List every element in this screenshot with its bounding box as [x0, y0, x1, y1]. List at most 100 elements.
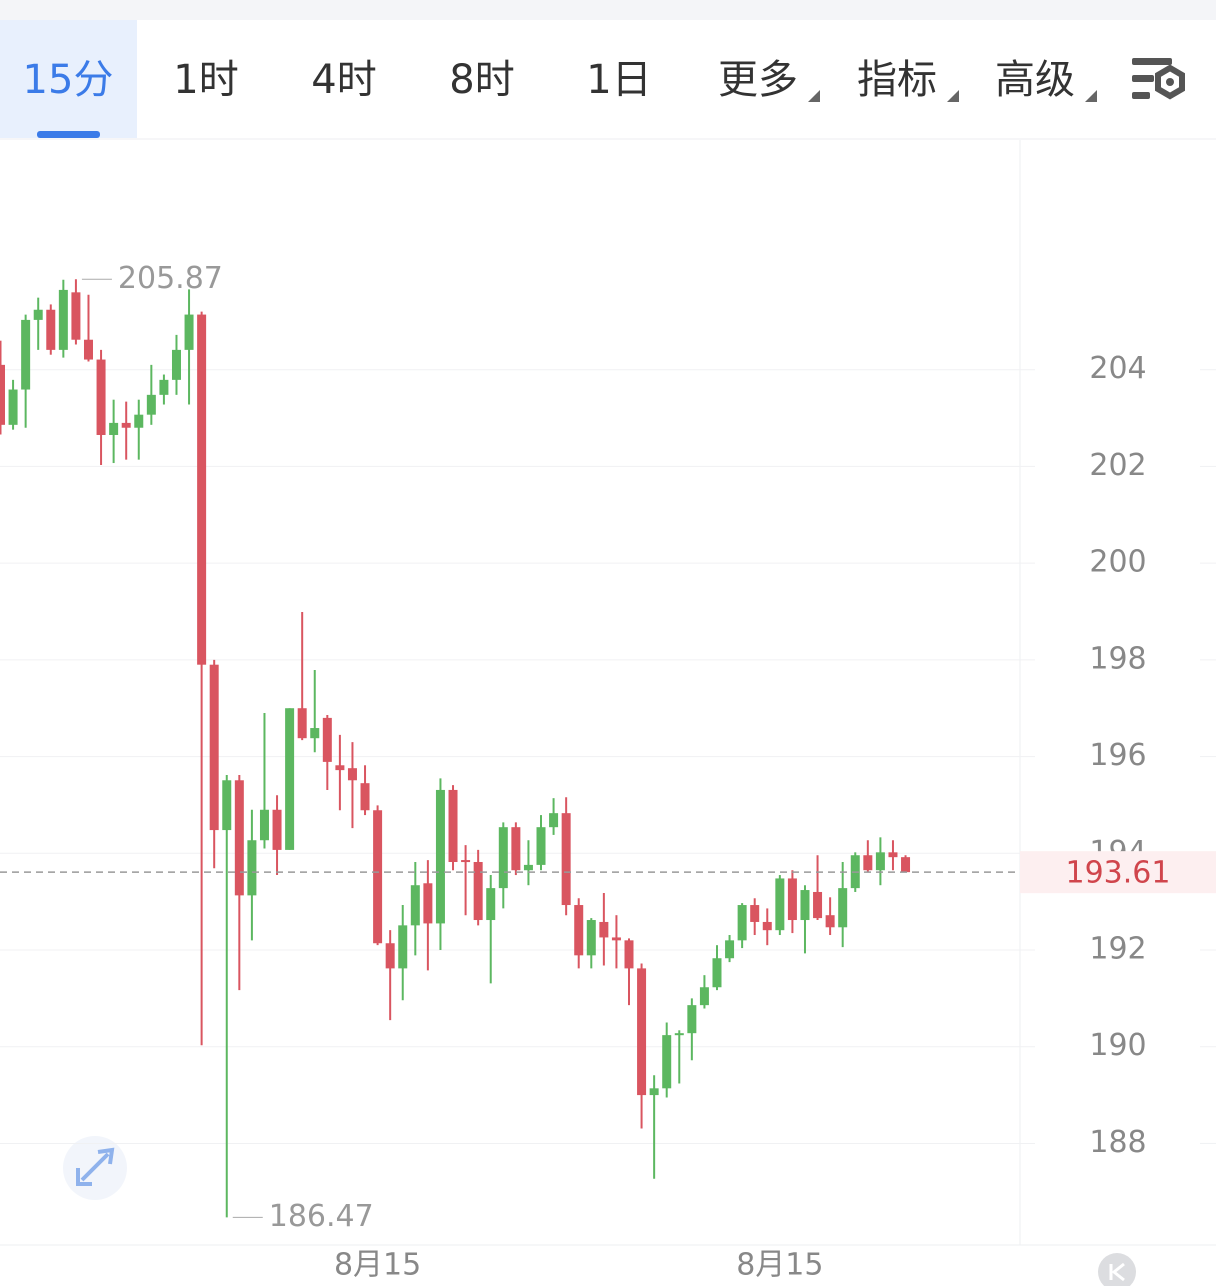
- candle-body: [775, 878, 785, 931]
- candle-body: [825, 915, 835, 928]
- icon-hex: [1155, 64, 1185, 100]
- candle-body: [159, 379, 169, 395]
- y-tick-label: 188: [1089, 1125, 1146, 1160]
- candle-body: [222, 780, 232, 831]
- candle-body: [523, 864, 533, 871]
- candle-body: [536, 827, 546, 865]
- candle-body: [197, 314, 207, 665]
- y-tick-label: 204: [1089, 351, 1146, 386]
- candle-body: [750, 905, 760, 922]
- active-tab-bg: [0, 20, 137, 138]
- candle-body: [687, 1005, 697, 1034]
- x-tick-label: 8月15: [736, 1248, 823, 1283]
- candle-body: [649, 1088, 659, 1096]
- min-label: 186.47: [269, 1199, 374, 1234]
- candle-body: [0, 364, 5, 425]
- icon-bar: [1132, 92, 1150, 99]
- candle-body: [662, 1035, 672, 1089]
- candle-body: [171, 349, 181, 380]
- candle-body: [737, 905, 747, 941]
- tab[interactable]: 1时: [173, 57, 238, 103]
- candle-body: [83, 339, 93, 360]
- active-tab-indicator: [37, 131, 100, 138]
- k-glyph: [1109, 1262, 1125, 1282]
- candle-body: [423, 883, 433, 924]
- candle-body: [725, 940, 735, 959]
- tab[interactable]: 1日: [586, 57, 651, 103]
- candle-body: [561, 813, 571, 906]
- candle-body: [347, 768, 357, 781]
- candle-body: [285, 708, 295, 850]
- tab[interactable]: 指标: [857, 57, 937, 103]
- top-strip: [0, 0, 1216, 20]
- candle-body: [33, 309, 43, 320]
- candle-body: [624, 940, 634, 969]
- candle-body: [637, 968, 647, 1096]
- candle-body: [259, 809, 269, 841]
- candle-body: [813, 891, 823, 919]
- tab[interactable]: 更多: [718, 57, 798, 103]
- last-price-box: [1020, 851, 1216, 894]
- candle-body: [511, 827, 521, 871]
- candle-body: [498, 827, 508, 889]
- candle-body: [863, 855, 873, 871]
- candle-body: [209, 664, 219, 831]
- candle-body: [297, 708, 307, 739]
- candle-body: [310, 728, 320, 739]
- candle-body: [121, 422, 131, 428]
- candle-body: [398, 925, 408, 969]
- candle-body: [888, 852, 898, 858]
- candle-body: [134, 414, 144, 428]
- candle-body: [322, 717, 332, 762]
- dropdown-caret: [808, 90, 820, 102]
- candle-body: [184, 314, 194, 350]
- candle-body: [800, 890, 810, 921]
- tab[interactable]: 8时: [449, 57, 514, 103]
- candle-body: [247, 840, 257, 896]
- settings-icon[interactable]: [1132, 58, 1185, 100]
- candle-body: [385, 943, 395, 969]
- candle-body: [901, 857, 911, 873]
- candle-body: [787, 878, 797, 921]
- expand-button[interactable]: [63, 1136, 127, 1200]
- y-tick-label: 200: [1089, 545, 1146, 580]
- candle-body: [8, 389, 18, 425]
- last-price-label: 193.61: [1066, 856, 1171, 891]
- candle-body: [611, 937, 621, 941]
- candle-body: [435, 789, 445, 924]
- candle-body: [586, 920, 596, 956]
- candle-body: [373, 810, 383, 944]
- y-tick-label: 198: [1089, 641, 1146, 676]
- candle-body: [875, 852, 885, 871]
- candle-body: [549, 813, 559, 828]
- x-tick-label: 8月15: [334, 1248, 421, 1283]
- candle-body: [762, 921, 772, 931]
- candle-body: [360, 783, 370, 811]
- candle-body: [574, 905, 584, 956]
- candle-body: [58, 289, 68, 350]
- candle-body: [599, 921, 609, 938]
- k-button[interactable]: [1098, 1253, 1136, 1286]
- candle-body: [699, 987, 709, 1006]
- y-tick-label: 192: [1089, 932, 1146, 967]
- icon-dot: [1166, 78, 1174, 86]
- candle-body: [712, 958, 722, 988]
- icon-bar: [1132, 75, 1154, 82]
- candle-body: [461, 860, 471, 863]
- y-tick-label: 190: [1089, 1028, 1146, 1063]
- dropdown-caret: [1085, 90, 1097, 102]
- candle-body: [838, 888, 848, 928]
- candle-body: [234, 780, 244, 896]
- candle-body: [96, 359, 106, 435]
- candle-body: [272, 809, 282, 850]
- y-tick-label: 196: [1089, 738, 1146, 773]
- y-tick-label: 202: [1089, 448, 1146, 483]
- candle-body: [486, 888, 496, 921]
- candle-body: [473, 861, 483, 921]
- tab[interactable]: 高级: [995, 57, 1075, 103]
- tab[interactable]: 4时: [311, 57, 376, 103]
- dropdown-caret: [947, 90, 959, 102]
- tab[interactable]: 15分: [23, 57, 114, 103]
- candle-body: [448, 789, 458, 862]
